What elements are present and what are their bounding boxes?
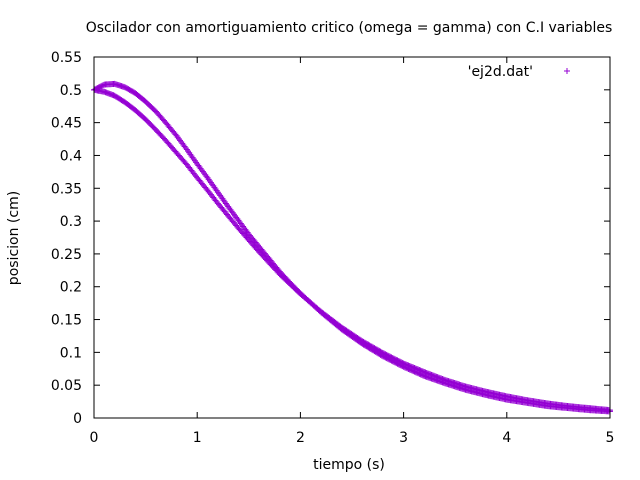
data-point (264, 257, 271, 264)
x-tick-label: 5 (606, 430, 615, 446)
x-axis-label: tiempo (s) (313, 457, 385, 473)
chart-title: Oscilador con amortiguamiento critico (o… (86, 20, 613, 36)
data-point (129, 105, 136, 112)
data-point (99, 82, 106, 89)
data-point (224, 202, 231, 209)
y-axis-label: posicion (cm) (6, 191, 22, 285)
y-tick-label: 0.1 (60, 345, 82, 361)
data-point (140, 114, 147, 121)
y-tick-label: 0.35 (51, 181, 82, 197)
x-tick-label: 3 (399, 430, 408, 446)
data-point (222, 210, 229, 217)
y-tick-label: 0 (73, 411, 82, 427)
data-point (213, 187, 220, 194)
y-tick-label: 0.55 (51, 50, 82, 66)
y-tick-label: 0.45 (51, 116, 82, 132)
x-tick-label: 4 (502, 430, 511, 446)
data-point (171, 147, 178, 154)
y-tick-label: 0.3 (60, 214, 82, 230)
data-point (253, 246, 260, 253)
data-point (295, 288, 302, 295)
data-point (193, 159, 200, 166)
data-point (182, 145, 189, 152)
y-tick-label: 0.15 (51, 313, 82, 329)
data-points (91, 80, 613, 415)
data-point (191, 171, 198, 178)
data-point (605, 407, 612, 414)
y-axis-ticks: 0 0.05 0.1 0.15 0.2 0.25 0.3 0.35 0.4 0.45 0.5 0.55 (51, 50, 610, 427)
data-point (119, 97, 126, 104)
data-point (315, 306, 322, 313)
data-point (243, 234, 250, 241)
y-tick-label: 0.5 (60, 83, 82, 99)
data-point (336, 322, 343, 329)
data-point (202, 184, 209, 191)
x-tick-label: 1 (193, 430, 202, 446)
data-point (160, 117, 167, 124)
x-tick-label: 2 (296, 430, 305, 446)
y-tick-label: 0.4 (60, 148, 82, 164)
data-point (150, 124, 157, 131)
data-point (140, 96, 147, 103)
legend-marker (564, 68, 570, 74)
data-point (150, 106, 157, 113)
legend-marker-plus (564, 68, 570, 74)
x-tick-label: 0 (90, 430, 99, 446)
data-point (234, 215, 241, 222)
data-point (212, 197, 219, 204)
data-point (398, 359, 405, 366)
data-point (160, 135, 167, 142)
data-point (181, 159, 188, 166)
legend: 'ej2d.dat' (468, 64, 570, 80)
data-point (274, 268, 281, 275)
y-tick-label: 0.25 (51, 247, 82, 263)
y-tick-label: 0.05 (51, 378, 82, 394)
data-point (233, 222, 240, 229)
plot-border (93, 56, 611, 419)
y-tick-label: 0.2 (60, 280, 82, 296)
data-point (377, 348, 384, 355)
legend-label: 'ej2d.dat' (468, 64, 533, 80)
data-point (418, 368, 425, 375)
data-point (356, 336, 363, 343)
data-point (171, 129, 178, 136)
x-axis-ticks: 0 1 2 3 4 5 (90, 57, 615, 446)
data-point (203, 173, 210, 180)
data-point (284, 278, 291, 285)
data-point (129, 88, 136, 95)
